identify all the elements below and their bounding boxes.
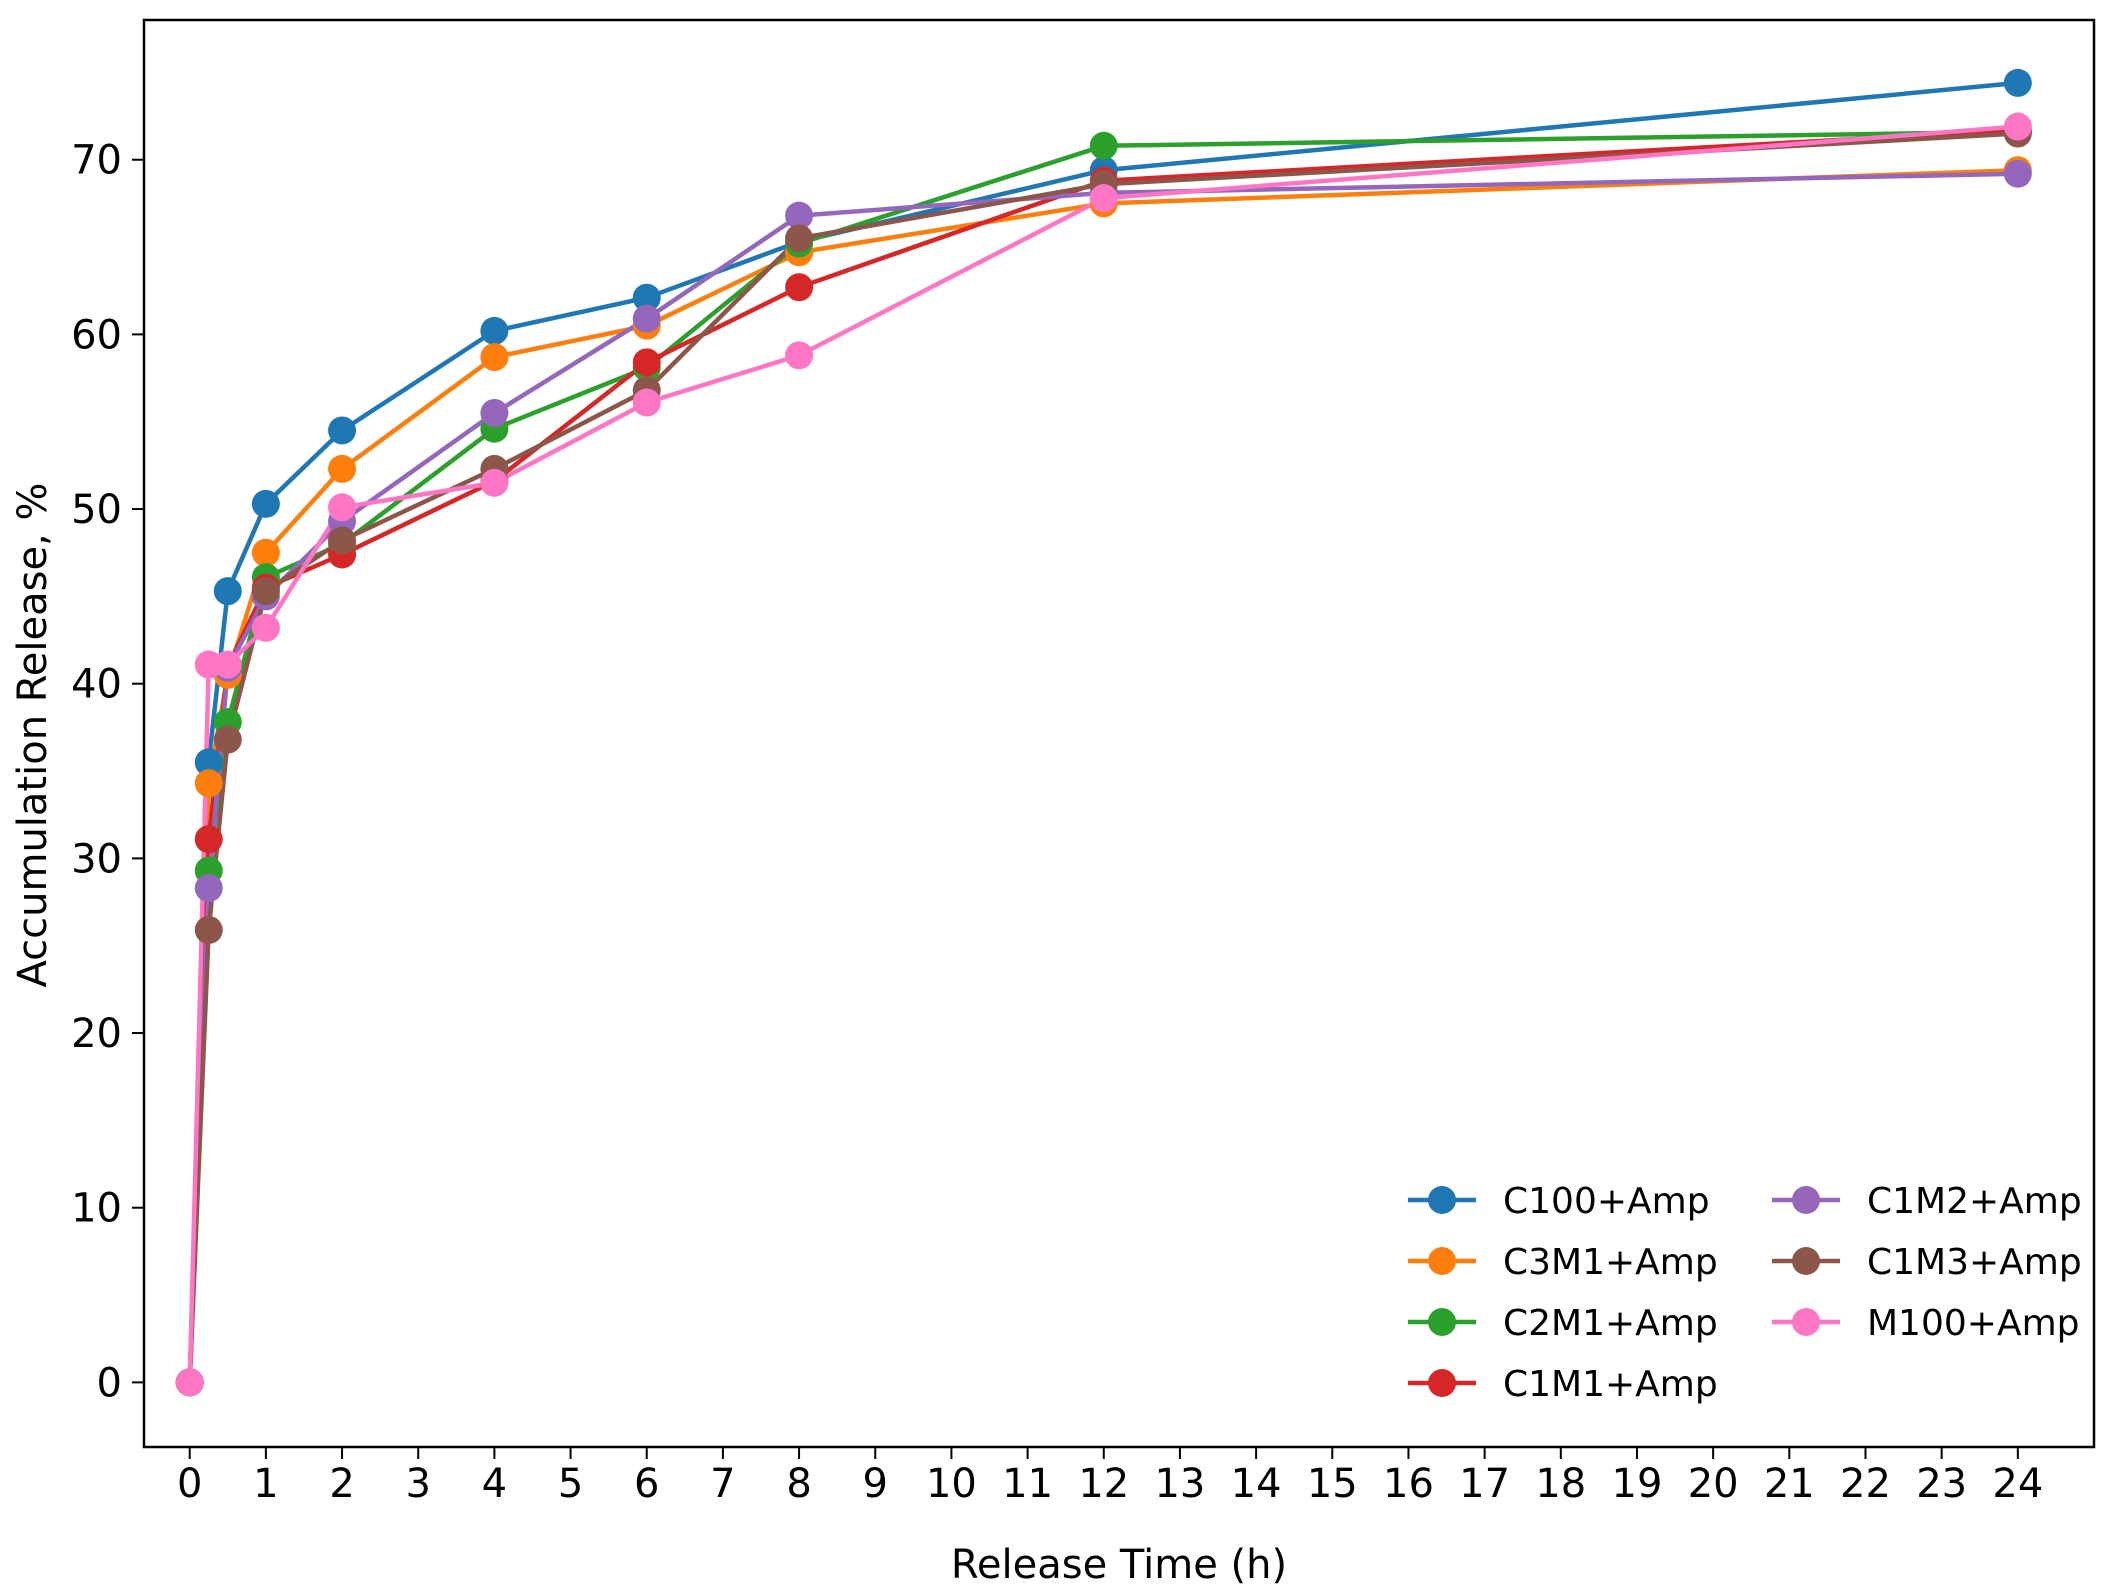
data-point-c1m3-amp <box>785 224 814 253</box>
x-tick-label: 22 <box>1840 1461 1891 1507</box>
legend-marker-c1m1-amp <box>1428 1369 1456 1397</box>
legend-marker-c3m1-amp <box>1428 1247 1456 1275</box>
data-point-c1m2-amp <box>785 201 814 230</box>
y-tick-label: 0 <box>97 1360 122 1406</box>
data-point-c1m2-amp <box>480 398 509 427</box>
data-point-c1m1-amp <box>785 273 814 302</box>
y-tick-label: 40 <box>71 662 122 708</box>
data-point-c100-amp <box>251 489 280 518</box>
x-tick-label: 11 <box>1002 1461 1053 1507</box>
y-axis-title: Accumulation Release, % <box>10 483 56 988</box>
data-point-m100-amp <box>632 388 661 417</box>
legend: C100+Amp C3M1+Amp C2M1+Amp C1M1+Amp C1M2+Amp… <box>1408 1181 2082 1405</box>
data-point-m100-amp <box>2003 112 2032 141</box>
data-point-m100-amp <box>1089 184 1118 213</box>
y-tick-label: 10 <box>71 1186 122 1232</box>
x-tick-label: 10 <box>926 1461 977 1507</box>
data-point-c1m3-amp <box>194 915 223 944</box>
data-point-c100-amp <box>2003 68 2032 97</box>
x-tick-label: 8 <box>786 1461 811 1507</box>
data-point-c3m1-amp <box>480 343 509 372</box>
data-point-m100-amp <box>785 341 814 370</box>
x-tick-label: 3 <box>405 1461 430 1507</box>
x-tick-label: 20 <box>1688 1461 1739 1507</box>
plot-frame <box>142 18 2096 1449</box>
data-point-m100-amp <box>213 650 242 679</box>
data-point-c1m3-amp <box>251 577 280 606</box>
data-point-c100-amp <box>194 748 223 777</box>
y-tick-label: 70 <box>71 138 122 184</box>
data-point-c100-amp <box>632 283 661 312</box>
legend-marker-m100-amp <box>1792 1308 1820 1336</box>
y-tick-label: 60 <box>71 312 122 358</box>
legend-label-m100-amp: M100+Amp <box>1867 1303 2079 1344</box>
x-tick-label: 24 <box>1992 1461 2043 1507</box>
x-tick-label: 4 <box>482 1461 507 1507</box>
x-tick-label: 1 <box>253 1461 278 1507</box>
x-tick-label: 14 <box>1231 1461 1282 1507</box>
legend-label-c1m2-amp: C1M2+Amp <box>1867 1181 2082 1222</box>
x-tick-label: 21 <box>1764 1461 1815 1507</box>
data-point-c1m1-amp <box>632 348 661 377</box>
data-point-m100-amp <box>175 1368 204 1397</box>
legend-marker-c1m3-amp <box>1792 1247 1820 1275</box>
legend-marker-c2m1-amp <box>1428 1308 1456 1336</box>
data-point-c1m3-amp <box>213 725 242 754</box>
x-tick-label: 7 <box>710 1461 735 1507</box>
x-axis-title: Release Time (h) <box>951 1542 1287 1588</box>
x-tick-label: 5 <box>558 1461 583 1507</box>
data-point-c100-amp <box>480 316 509 345</box>
x-tick-label: 17 <box>1459 1461 1510 1507</box>
y-tick-label: 30 <box>71 836 122 882</box>
x-tick-label: 12 <box>1078 1461 1129 1507</box>
x-tick-label: 19 <box>1612 1461 1663 1507</box>
data-point-m100-amp <box>328 493 357 522</box>
x-tick-label: 6 <box>634 1461 659 1507</box>
legend-label-c2m1-amp: C2M1+Amp <box>1503 1303 1718 1344</box>
legend-marker-c100-amp <box>1428 1186 1456 1214</box>
x-tick-label: 15 <box>1307 1461 1358 1507</box>
data-point-c100-amp <box>328 416 357 445</box>
axes-group: 0 1 2 3 4 5 6 7 8 9 10 11 12 13 14 15 16 17 18 19 20 21 22 23 24… <box>71 18 2096 1507</box>
x-tick-label: 18 <box>1535 1461 1586 1507</box>
data-point-m100-amp <box>251 613 280 642</box>
data-point-c3m1-amp <box>328 454 357 483</box>
data-point-c100-amp <box>213 577 242 606</box>
legend-label-c100-amp: C100+Amp <box>1503 1181 1710 1222</box>
legend-marker-c1m2-amp <box>1792 1186 1820 1214</box>
data-point-c1m1-amp <box>194 825 223 854</box>
data-point-c2m1-amp <box>1089 131 1118 160</box>
x-tick-label: 23 <box>1916 1461 1967 1507</box>
x-tick-label: 16 <box>1383 1461 1434 1507</box>
data-point-c1m2-amp <box>194 874 223 903</box>
data-point-c3m1-amp <box>194 769 223 798</box>
legend-label-c1m1-amp: C1M1+Amp <box>1503 1364 1718 1405</box>
data-point-c1m2-amp <box>2003 159 2032 188</box>
y-tick-label: 50 <box>71 487 122 533</box>
legend-label-c3m1-amp: C3M1+Amp <box>1503 1242 1718 1283</box>
data-point-m100-amp <box>480 468 509 497</box>
data-point-c1m2-amp <box>632 304 661 333</box>
data-point-c3m1-amp <box>251 538 280 567</box>
data-point-c1m3-amp <box>328 526 357 555</box>
x-tick-label: 2 <box>329 1461 354 1507</box>
x-tick-label: 0 <box>177 1461 202 1507</box>
legend-label-c1m3-amp: C1M3+Amp <box>1867 1242 2082 1283</box>
x-tick-label: 9 <box>863 1461 888 1507</box>
x-tick-label: 13 <box>1154 1461 1205 1507</box>
y-tick-label: 20 <box>71 1011 122 1057</box>
series-markers-group <box>175 68 2032 1397</box>
